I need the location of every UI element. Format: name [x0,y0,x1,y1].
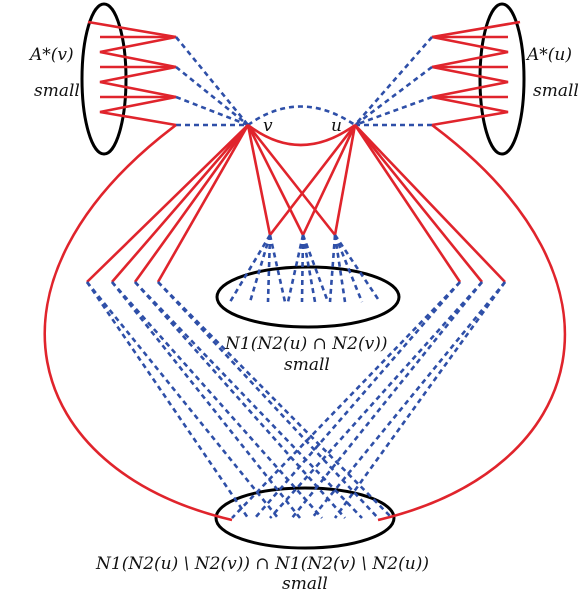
label-a-star-u: A*(u) [527,45,572,65]
edge-v-u [247,123,356,147]
label-vertex-u: u [331,116,342,136]
vertex-to-set-dashed-edges [174,36,433,127]
set-a-star-u [478,2,526,156]
label-a-star-v-small: small [34,81,80,101]
set-a-star-v [80,2,128,156]
crossing-dashed-edges [85,281,507,519]
set-outlines [80,2,526,550]
set-difference-intersection [214,486,396,550]
label-vertex-v: v [263,116,273,136]
edges-to-common-neighbourhood [246,124,357,236]
label-a-star-v: A*(v) [30,45,74,65]
edges-to-side-vertices [86,124,506,283]
a-star-u-internal-edges [431,20,521,127]
a-star-v-internal-edges [87,20,177,127]
label-common-neighbourhood-small: small [284,355,330,375]
label-a-star-u-small: small [533,81,579,101]
label-difference-intersection: N1(N2(u) \ N2(v)) ∩ N1(N2(v) \ N2(u)) [96,554,429,574]
outer-red-arcs [43,123,567,522]
label-common-neighbourhood: N1(N2(u) ∩ N2(v)) [225,334,388,354]
set-common-neighbourhood [215,265,401,329]
label-difference-intersection-small: small [282,574,328,594]
common-neighbourhood-dashed-edges [228,234,382,303]
